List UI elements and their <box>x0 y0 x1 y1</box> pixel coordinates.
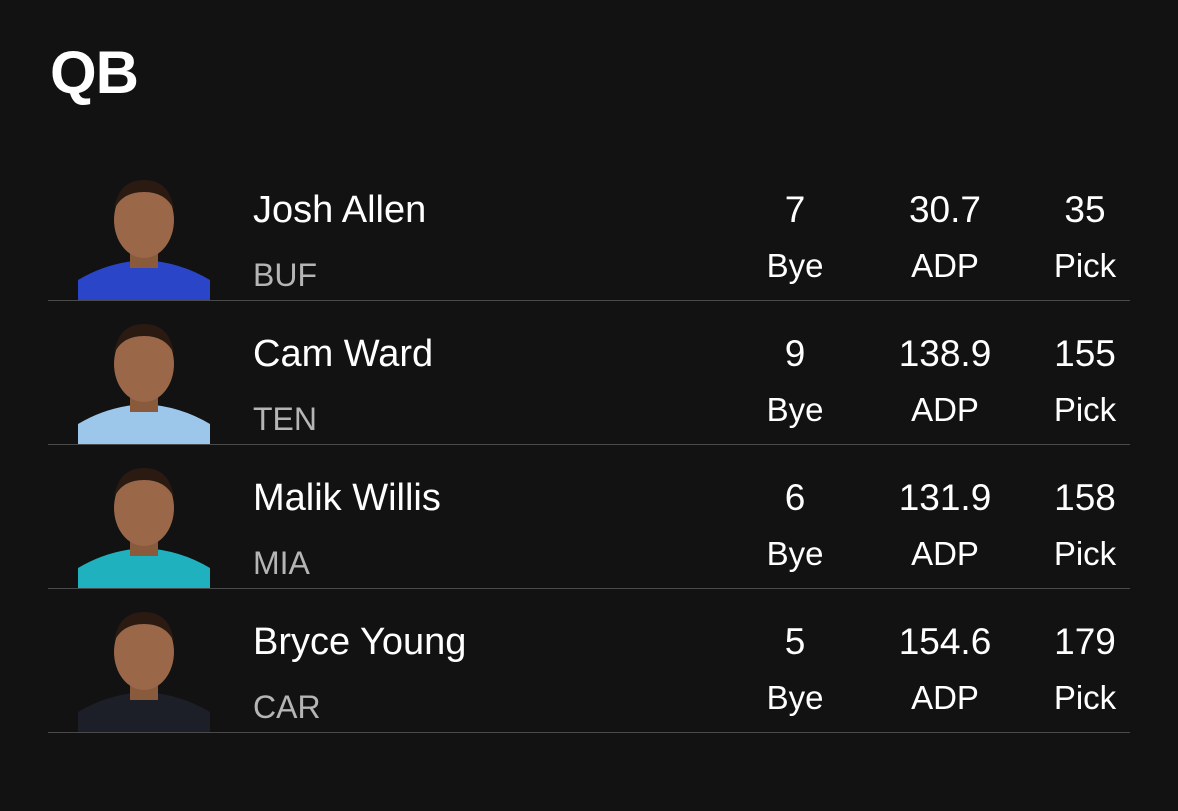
player-name: Bryce Young <box>253 621 467 663</box>
hair <box>114 612 174 642</box>
bye-value: 9 <box>784 333 806 374</box>
hair <box>114 468 174 498</box>
face <box>114 470 174 546</box>
player-photo <box>78 468 210 588</box>
pick-label: Pick <box>1053 391 1117 428</box>
adp-label: ADP <box>911 679 979 716</box>
player-row: Cam Ward TEN 9 Bye 138.9 ADP 155 Pick <box>48 301 1130 445</box>
pick-label: Pick <box>1053 679 1117 716</box>
pick-label: Pick <box>1053 247 1117 284</box>
face <box>114 326 174 402</box>
player-name: Josh Allen <box>253 189 427 231</box>
player-row: Malik Willis MIA 6 Bye 131.9 ADP 158 Pick <box>48 445 1130 589</box>
hair <box>114 324 174 354</box>
player-team: TEN <box>253 401 317 437</box>
jersey <box>78 692 210 732</box>
player-row: Josh Allen BUF 7 Bye 30.7 ADP 35 Pick <box>48 157 1130 301</box>
adp-value: 138.9 <box>898 333 992 374</box>
player-photo <box>78 180 210 300</box>
page-title: QB <box>50 39 139 106</box>
face <box>114 182 174 258</box>
player-row: Bryce Young CAR 5 Bye 154.6 ADP 179 Pick <box>48 589 1130 733</box>
jersey <box>78 404 210 444</box>
bye-value: 6 <box>784 477 806 518</box>
player-photo <box>78 612 210 732</box>
bye-label: Bye <box>766 391 824 428</box>
pick-value: 155 <box>1054 333 1116 374</box>
bye-label: Bye <box>766 679 824 716</box>
jersey <box>78 548 210 588</box>
adp-label: ADP <box>911 391 979 428</box>
player-team: MIA <box>253 545 310 581</box>
player-name: Cam Ward <box>253 333 434 375</box>
adp-value: 131.9 <box>898 477 992 518</box>
pick-value: 179 <box>1054 621 1116 662</box>
jersey <box>78 260 210 300</box>
player-name: Malik Willis <box>253 477 441 519</box>
adp-value: 154.6 <box>898 621 992 662</box>
face <box>114 614 174 690</box>
hair <box>114 180 174 210</box>
bye-value: 7 <box>784 189 806 230</box>
bye-value: 5 <box>784 621 806 662</box>
adp-label: ADP <box>911 247 979 284</box>
player-team: CAR <box>253 689 321 725</box>
adp-label: ADP <box>911 535 979 572</box>
player-team: BUF <box>253 257 317 293</box>
adp-value: 30.7 <box>908 189 981 230</box>
bye-label: Bye <box>766 247 824 284</box>
bye-label: Bye <box>766 535 824 572</box>
player-photo <box>78 324 210 444</box>
pick-value: 35 <box>1064 189 1106 230</box>
pick-label: Pick <box>1053 535 1117 572</box>
pick-value: 158 <box>1054 477 1116 518</box>
